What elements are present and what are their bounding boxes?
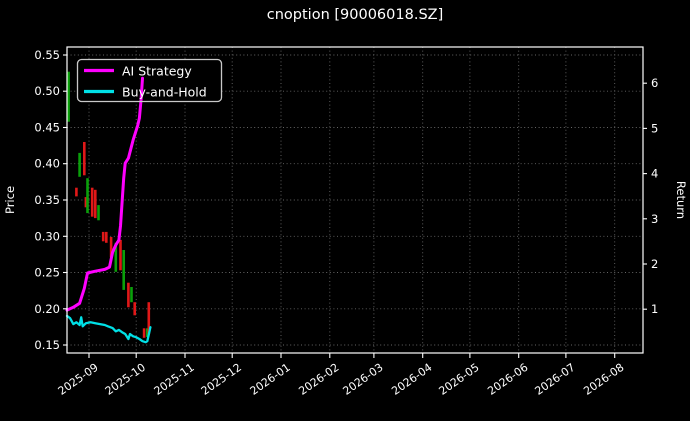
return-tick-label: 6 bbox=[651, 76, 658, 90]
return-tick-label: 5 bbox=[651, 121, 658, 135]
date-tick-label: 2026-01 bbox=[248, 361, 293, 398]
price-tick-label: 0.50 bbox=[34, 84, 60, 98]
buy-and-hold-line bbox=[65, 314, 152, 344]
date-tick-label: 2026-05 bbox=[437, 361, 482, 398]
ai-strategy-line bbox=[65, 76, 144, 312]
date-tick-label: 2026-04 bbox=[389, 361, 434, 398]
price-tick-label: 0.45 bbox=[34, 121, 60, 135]
legend-border bbox=[76, 58, 223, 103]
date-tick-label: 2026-07 bbox=[533, 361, 578, 398]
return-tick-label: 3 bbox=[651, 212, 658, 226]
price-tick-label: 0.30 bbox=[34, 229, 60, 243]
legend-label-ai-strategy: AI Strategy bbox=[122, 64, 192, 79]
date-tick-label: 2026-02 bbox=[296, 361, 341, 398]
return-tick-label: 2 bbox=[651, 257, 658, 271]
date-tick-label: 2025-09 bbox=[56, 361, 101, 398]
return-axis-label: Return bbox=[674, 181, 688, 219]
price-axis-label: Price bbox=[3, 186, 17, 214]
date-tick-label: 2026-08 bbox=[581, 361, 626, 398]
date-tick-label: 2026-06 bbox=[485, 361, 530, 398]
date-tick-label: 2026-03 bbox=[341, 361, 386, 398]
date-tick-label: 2025-10 bbox=[103, 361, 148, 398]
price-tick-label: 0.40 bbox=[34, 157, 60, 171]
legend-label-buy-and-hold: Buy-and-Hold bbox=[122, 85, 207, 100]
legend: AI Strategy Buy-and-Hold bbox=[76, 58, 223, 103]
date-tick-label: 2025-11 bbox=[152, 361, 197, 398]
price-tick-label: 0.20 bbox=[34, 302, 60, 316]
price-tick-label: 0.35 bbox=[34, 193, 60, 207]
price-tick-label: 0.25 bbox=[34, 266, 60, 280]
line-series-layer bbox=[65, 76, 152, 344]
candlestick-layer bbox=[67, 71, 151, 338]
price-tick-label: 0.15 bbox=[34, 338, 60, 352]
chart-title: cnoption [90006018.SZ] bbox=[266, 7, 444, 23]
return-tick-label: 1 bbox=[651, 302, 658, 316]
price-tick-label: 0.55 bbox=[34, 48, 60, 62]
return-tick-label: 4 bbox=[651, 167, 658, 181]
date-tick-label: 2025-12 bbox=[199, 361, 244, 398]
plot-border bbox=[66, 46, 644, 354]
